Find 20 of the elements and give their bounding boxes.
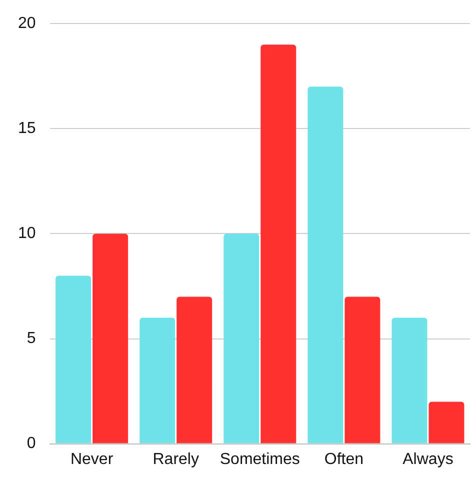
bar <box>344 296 380 444</box>
bar <box>92 234 128 444</box>
bar <box>308 86 344 444</box>
y-tick-label: 20 <box>18 15 36 32</box>
x-tick-label: Always <box>402 450 454 468</box>
y-tick-label: 10 <box>18 225 36 242</box>
y-tick-label: 0 <box>26 435 36 452</box>
bar <box>392 318 428 444</box>
x-tick-label: Never <box>70 450 114 468</box>
bar <box>176 296 212 444</box>
y-tick-label: 5 <box>26 330 36 348</box>
x-tick-label: Often <box>324 450 364 468</box>
bar <box>140 318 176 444</box>
bar <box>224 234 260 444</box>
y-tick-label: 15 <box>18 120 36 138</box>
bar <box>428 402 464 444</box>
bar <box>56 276 92 444</box>
x-tick-label: Rarely <box>152 450 199 468</box>
x-tick-label: Sometimes <box>220 450 300 468</box>
bar <box>260 44 296 444</box>
